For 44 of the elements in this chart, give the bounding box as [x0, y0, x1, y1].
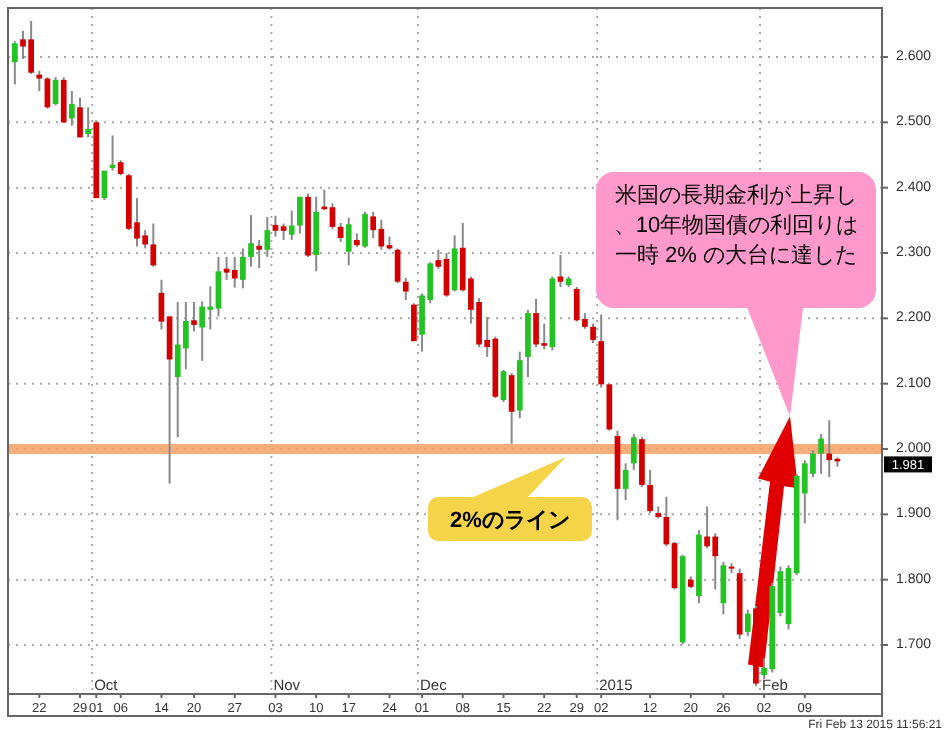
- candlestick: [297, 195, 303, 235]
- candlestick: [411, 302, 417, 343]
- candlestick: [12, 40, 18, 86]
- candlestick: [85, 106, 91, 139]
- candlestick: [77, 96, 83, 139]
- candlestick: [199, 300, 206, 362]
- candlestick: [525, 308, 531, 379]
- candlestick: [223, 255, 230, 281]
- candlestick: [370, 210, 377, 239]
- candlestick: [712, 532, 719, 591]
- candlestick: [573, 285, 580, 323]
- candlestick: [142, 229, 148, 250]
- candlestick: [598, 313, 605, 389]
- candlestick: [240, 247, 246, 290]
- ref-line-label: 2%のライン: [450, 509, 570, 533]
- candlestick: [704, 505, 710, 550]
- candlestick: [183, 301, 189, 371]
- candlestick: [191, 301, 197, 333]
- candlestick: [639, 436, 645, 488]
- candlestick: [744, 608, 751, 637]
- candlestick: [362, 210, 368, 249]
- candlestick: [231, 255, 238, 289]
- candlestick: [174, 301, 181, 439]
- candlestick: [818, 432, 824, 475]
- candlestick: [215, 255, 222, 318]
- candlestick: [150, 222, 157, 268]
- candlestick: [345, 216, 352, 267]
- candlestick: [288, 209, 295, 241]
- candlestick: [647, 468, 653, 515]
- candlestick: [826, 419, 833, 479]
- candlestick: [313, 195, 320, 273]
- candlestick: [402, 276, 409, 302]
- candlestick: [60, 76, 67, 124]
- candlestick: [533, 297, 539, 349]
- candlestick: [248, 214, 254, 268]
- candlestick: [28, 20, 34, 75]
- annotation: 米国の長期金利が上昇し、10年物国債の利回りは一時 2% の大台に達した: [613, 182, 859, 268]
- candlestick: [69, 89, 75, 127]
- candlestick: [256, 238, 263, 270]
- candlestick: [36, 69, 43, 92]
- candlestick: [264, 216, 271, 258]
- candlestick: [378, 218, 385, 251]
- candlestick: [630, 432, 637, 471]
- candlestick: [590, 322, 596, 345]
